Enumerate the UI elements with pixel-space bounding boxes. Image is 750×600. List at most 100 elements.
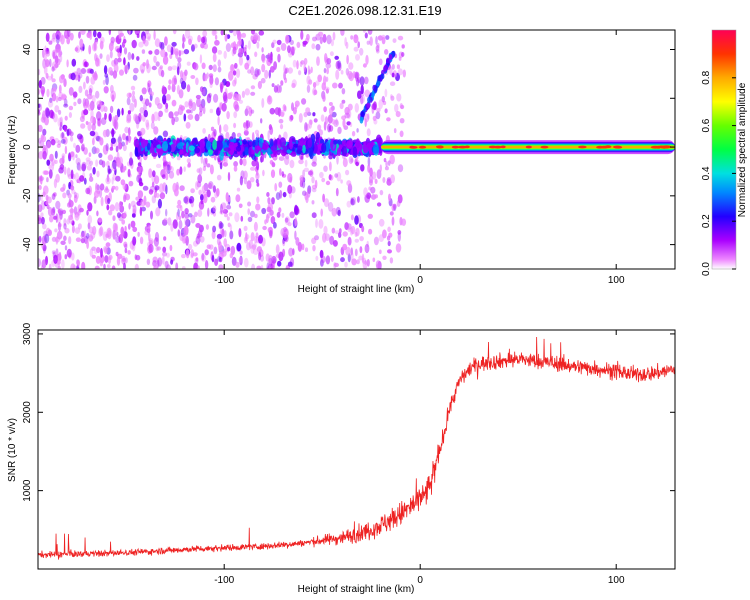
colorbar-tick-label: 0.8	[701, 70, 712, 84]
spectrogram-cell	[142, 35, 146, 45]
spectrogram-cell	[95, 159, 99, 167]
spectrogram-cell	[154, 38, 161, 48]
spectrogram-cell	[187, 162, 191, 168]
spectrogram-cell	[42, 235, 45, 245]
spectrogram-cell	[124, 248, 128, 254]
spectrogram-cell	[179, 70, 184, 79]
spectrogram-cell	[64, 115, 68, 121]
spectrogram-cell	[301, 243, 305, 251]
spectrogram-cell	[391, 72, 395, 78]
spectrogram-cell	[86, 164, 92, 171]
spectrogram-cell	[123, 194, 127, 203]
spectrogram-cell	[256, 41, 260, 49]
spectrogram-cell	[137, 162, 142, 167]
spectrogram-cell	[194, 113, 200, 122]
spectrogram-cell	[187, 114, 194, 120]
spectrogram-cell	[390, 174, 395, 184]
spectrogram-cell	[342, 231, 348, 237]
snr-x-tick-label: 100	[608, 575, 625, 586]
spectrogram-cell	[366, 102, 371, 109]
spectrogram-cell	[285, 153, 290, 160]
spectrogram-cell	[282, 238, 285, 245]
spectrogram-cell	[162, 94, 167, 105]
spectrogram-cell	[107, 264, 111, 268]
spectrogram-cell	[321, 143, 327, 153]
spectrogram-cell	[307, 137, 313, 148]
spectrogram-cell	[327, 123, 332, 133]
spectrogram-cell	[96, 111, 102, 121]
spectrogram-cell	[103, 65, 108, 75]
spectrogram-cell	[51, 92, 57, 102]
spectrogram-cell	[99, 53, 103, 59]
spectrogram-cell	[385, 35, 390, 40]
spectrogram-cell	[123, 57, 126, 66]
spectrogram-cell	[321, 177, 326, 183]
spectrogram-cell	[337, 209, 341, 217]
spectrogram-cell	[254, 70, 260, 78]
spectrogram-cell	[79, 175, 85, 182]
spectrogram-cell	[239, 255, 243, 266]
spectrogram-cell	[132, 236, 137, 246]
spectrogram-cell	[397, 164, 404, 173]
spectrogram-cell	[125, 140, 129, 145]
spectrogram-cell	[201, 62, 206, 70]
spectrogram-cell	[280, 80, 284, 86]
spectrogram-cell	[195, 235, 201, 245]
spectrogram-cell	[372, 84, 377, 91]
spectrogram-cell	[320, 208, 324, 217]
spectrogram-cell	[195, 257, 199, 262]
spectrogram-cell	[96, 210, 99, 217]
spectrogram-cell	[228, 212, 233, 217]
spectrogram-cell	[209, 164, 214, 175]
spectrogram-cell	[87, 187, 91, 194]
spectrogram-cell	[94, 265, 100, 269]
spectrogram-cell	[73, 191, 77, 199]
spectrogram-cell	[394, 103, 399, 113]
spectrogram-cell	[132, 74, 138, 81]
spectrogram-cell	[236, 145, 241, 152]
spectrogram-cell	[69, 208, 75, 213]
spectrogram-cell	[57, 140, 62, 146]
spectrogram-cell	[40, 216, 45, 225]
spectrogram-cell	[130, 200, 136, 208]
spectrogram-cell	[335, 118, 338, 126]
snr-y-axis-label: SNR (10 * v/v)	[7, 418, 18, 482]
spectrogram-cell	[48, 40, 53, 45]
spectrogram-cell	[73, 194, 78, 203]
spectrogram-cell	[319, 138, 325, 145]
spectrogram-cell	[326, 67, 329, 75]
spectrogram-cell	[244, 108, 249, 117]
spectrogram-cell	[134, 147, 138, 157]
spectrogram-cell	[354, 72, 359, 82]
spectrogram-cell	[118, 234, 123, 244]
spectrogram-cell	[209, 75, 214, 85]
spectrogram-cell	[38, 204, 43, 213]
spectrogram-cell	[92, 137, 95, 146]
spectrogram-cell	[325, 62, 332, 69]
spectrogram-cell	[390, 94, 393, 99]
spectrogram-cell	[170, 144, 176, 153]
spectrogram-cell	[355, 138, 360, 149]
spectrogram-cell	[49, 97, 53, 104]
spectrogram-cell	[133, 67, 139, 74]
spectrogram-cell	[44, 116, 49, 126]
spectrogram-cell	[357, 41, 361, 49]
spectrogram-cell	[221, 228, 225, 238]
snr-marks	[38, 336, 675, 560]
spectrogram-cell	[320, 259, 324, 267]
spectrogram-cell	[289, 159, 295, 169]
spectrogram-cell	[250, 245, 255, 254]
spectrogram-cell	[38, 88, 41, 95]
spectrogram-cell	[60, 34, 65, 45]
spectrogram-cell	[51, 66, 55, 72]
spectrogram-cell	[243, 170, 248, 180]
spectrogram-cell	[379, 164, 382, 173]
spectrogram-cell	[330, 139, 334, 150]
spectrogram-cell	[38, 217, 42, 225]
spectrogram-cell	[128, 136, 131, 144]
spectrogram-cell	[315, 218, 318, 228]
spectrogram-cell	[326, 34, 332, 45]
spectrogram-cell	[105, 242, 111, 248]
spectrogram-cell	[307, 65, 310, 76]
spectrogram-cell	[161, 85, 166, 95]
